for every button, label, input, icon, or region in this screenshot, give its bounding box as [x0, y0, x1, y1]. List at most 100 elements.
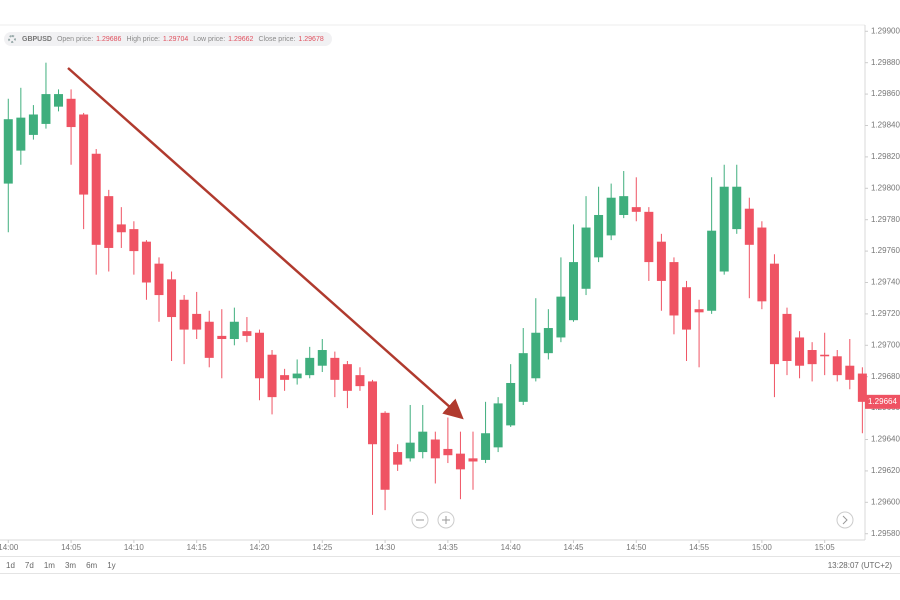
info-value: 1.29678 — [298, 35, 324, 43]
candle-body — [493, 403, 503, 448]
y-tick-label: 1.29760 — [871, 246, 900, 255]
candle-body — [242, 331, 252, 336]
candle-body — [393, 452, 403, 465]
candle-body — [455, 453, 465, 470]
candle-body — [807, 350, 817, 365]
candle-body — [518, 353, 528, 402]
y-tick-label: 1.29640 — [871, 435, 900, 444]
info-label: Open price: — [56, 35, 94, 43]
candle-body — [54, 94, 64, 107]
candle-body — [41, 94, 51, 124]
x-tick-label: 14:45 — [563, 543, 584, 552]
x-tick-label: 14:05 — [61, 543, 82, 552]
y-tick-label: 1.29700 — [871, 340, 900, 349]
candle-body — [481, 433, 491, 460]
candle-body — [694, 309, 704, 313]
range-button[interactable]: 1d — [6, 560, 15, 570]
candle-body — [355, 375, 365, 387]
candle-body — [757, 227, 767, 302]
candle-body — [430, 439, 440, 459]
zoom-in-button[interactable] — [437, 511, 455, 529]
candle-body — [305, 357, 315, 376]
candle-body — [619, 196, 629, 215]
candle-body — [317, 350, 327, 366]
candle-body — [857, 373, 867, 402]
x-tick-label: 14:55 — [689, 543, 710, 552]
zoom-out-button[interactable] — [411, 511, 429, 529]
info-value: 1.29686 — [96, 35, 122, 43]
candle-body — [217, 335, 227, 340]
y-tick-label: 1.29820 — [871, 152, 900, 161]
candle-body — [744, 208, 754, 245]
range-button[interactable]: 1y — [107, 560, 116, 570]
candle-body — [606, 197, 616, 236]
candle-body — [669, 262, 679, 316]
candle-body — [141, 241, 151, 283]
x-tick-label: 14:10 — [124, 543, 145, 552]
y-tick-label: 1.29620 — [871, 466, 900, 475]
y-tick-label: 1.29680 — [871, 372, 900, 381]
candle-body — [229, 321, 239, 340]
candle-body — [292, 373, 302, 379]
info-label: Low price: — [193, 35, 226, 43]
y-tick-label: 1.29720 — [871, 309, 900, 318]
settings-icon[interactable] — [8, 35, 16, 43]
candle-body — [267, 354, 277, 398]
info-label: Close price: — [258, 35, 296, 43]
y-tick-label: 1.29600 — [871, 497, 900, 506]
y-tick-label: 1.29860 — [871, 89, 900, 98]
x-tick-label: 14:50 — [626, 543, 647, 552]
candle-body — [581, 227, 591, 289]
candle-body — [506, 382, 516, 426]
candle-body — [380, 412, 390, 490]
candle-body — [79, 114, 89, 195]
y-tick-label: 1.29900 — [871, 26, 900, 35]
y-tick-label: 1.29880 — [871, 58, 900, 67]
candle-body — [468, 458, 478, 462]
candle-body — [769, 263, 779, 365]
scroll-right-button[interactable] — [836, 511, 854, 529]
range-button[interactable]: 1m — [43, 560, 55, 570]
candle-body — [656, 241, 666, 281]
candle-body — [129, 229, 139, 252]
candle-body — [543, 328, 553, 354]
candle-body — [782, 313, 792, 362]
candle-body — [568, 262, 578, 321]
clock: 13:28:07 (UTC+2) — [827, 560, 892, 570]
range-button[interactable]: 7d — [24, 560, 34, 570]
x-tick-label: 14:15 — [187, 543, 208, 552]
x-tick-label: 14:20 — [249, 543, 270, 552]
candle-body — [594, 214, 604, 258]
candle-body — [368, 381, 378, 445]
candle-body — [330, 357, 340, 380]
ohlc-header: GBPUSD Open price: 1.29686 High price: 1… — [4, 32, 332, 46]
candle-body — [3, 119, 13, 184]
candle-body — [179, 299, 189, 330]
bottom-bar: 1d 7d 1m 3m 6m 1y 13:28:07 (UTC+2) — [0, 556, 900, 574]
range-selector: 1d 7d 1m 3m 6m 1y — [0, 561, 116, 570]
y-tick-label: 1.29840 — [871, 121, 900, 130]
info-value: 1.29662 — [228, 35, 254, 43]
last-price-tag — [865, 394, 900, 409]
candle-body — [732, 186, 742, 230]
candle-body — [91, 153, 101, 245]
candle-body — [418, 431, 428, 453]
candle-body — [405, 442, 415, 459]
candle-body — [167, 279, 177, 318]
candle-body — [280, 375, 290, 380]
x-tick-label: 14:25 — [312, 543, 333, 552]
range-button[interactable]: 6m — [86, 560, 98, 570]
range-button[interactable]: 3m — [64, 560, 77, 570]
candle-body — [192, 313, 202, 330]
candle-body — [682, 287, 692, 330]
y-tick-label: 1.29800 — [871, 183, 900, 192]
x-tick-label: 15:05 — [815, 543, 836, 552]
info-value: 1.29704 — [162, 35, 189, 43]
candle-body — [342, 364, 352, 391]
x-tick-label: 15:00 — [752, 543, 773, 552]
y-tick-label: 1.29740 — [871, 278, 900, 287]
x-tick-label: 14:00 — [0, 543, 19, 552]
candle-body — [28, 114, 38, 135]
